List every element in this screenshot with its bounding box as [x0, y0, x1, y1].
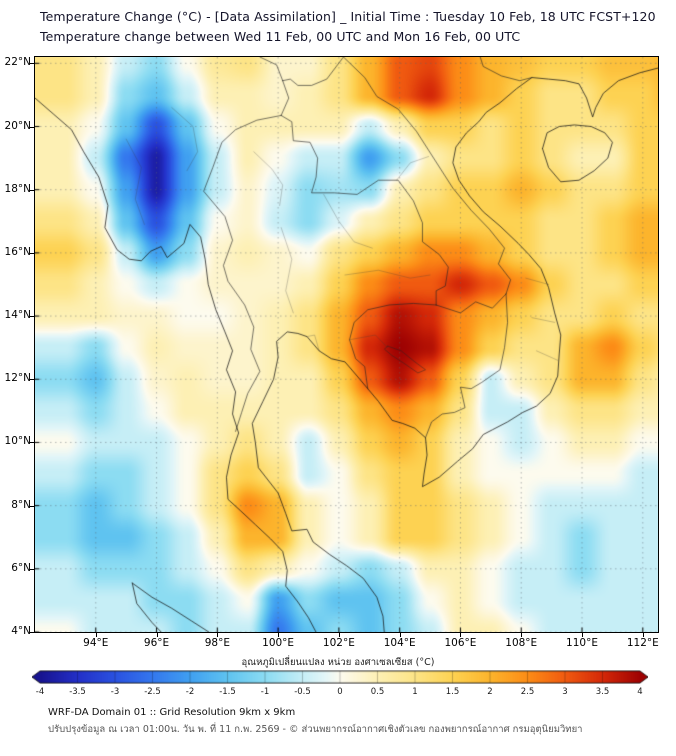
- y-tick-mark: [30, 126, 34, 128]
- x-tick-label: 102°E: [322, 637, 355, 649]
- x-tick-mark: [521, 633, 523, 637]
- x-tick-label: 98°E: [204, 637, 230, 649]
- colorbar-tick-label: 0.5: [370, 687, 385, 697]
- colorbar-tick-label: -4: [35, 687, 45, 697]
- y-tick-label: 6°N: [11, 561, 31, 574]
- colorbar-tick-label: 3.5: [595, 687, 610, 697]
- y-tick-mark: [30, 252, 34, 254]
- x-tick-label: 100°E: [262, 637, 295, 649]
- y-tick-label: 20°N: [4, 119, 31, 132]
- colorbar-tick-label: -0.5: [294, 687, 311, 697]
- colorbar-tick-label: 2.5: [520, 687, 535, 697]
- colorbar-tick-label: 4: [637, 687, 643, 697]
- y-tick-mark: [30, 316, 34, 318]
- colorbar-tick-label: -2: [185, 687, 195, 697]
- x-tick-mark: [582, 633, 584, 637]
- y-tick-mark: [30, 632, 34, 633]
- x-tick-mark: [217, 633, 219, 637]
- y-tick-label: 16°N: [4, 245, 31, 258]
- map-plot-area: [34, 56, 659, 633]
- x-tick-mark: [338, 633, 340, 637]
- x-tick-mark: [642, 633, 644, 637]
- colorbar: [32, 670, 648, 684]
- x-tick-label: 96°E: [143, 637, 170, 649]
- y-tick-mark: [30, 442, 34, 444]
- x-tick-label: 112°E: [626, 637, 659, 649]
- colorbar-title: อุณหภูมิเปลี่ยนแปลง หน่วย องศาเซลเซียส (…: [241, 657, 435, 668]
- y-tick-label: 22°N: [4, 56, 31, 69]
- y-tick-label: 10°N: [4, 435, 31, 448]
- x-tick-label: 94°E: [83, 637, 109, 649]
- map-title: Temperature Change (°C) - [Data Assimila…: [40, 9, 656, 24]
- y-tick-mark: [30, 189, 34, 191]
- y-tick-mark: [30, 568, 34, 570]
- x-tick-label: 106°E: [444, 637, 477, 649]
- y-tick-mark: [30, 379, 34, 381]
- colorbar-tick-label: 1: [412, 687, 418, 697]
- colorbar-tick-label: 2: [487, 687, 493, 697]
- colorbar-tick-label: 1.5: [445, 687, 460, 697]
- x-tick-mark: [95, 633, 97, 637]
- temperature-heatmap-canvas: [35, 57, 658, 632]
- y-tick-mark: [30, 505, 34, 507]
- footer-domain-info: WRF-DA Domain 01 :: Grid Resolution 9km …: [48, 707, 296, 718]
- map-subtitle: Temperature change between Wed 11 Feb, 0…: [40, 29, 521, 44]
- colorbar-tick-label: 0: [337, 687, 343, 697]
- x-tick-label: 108°E: [505, 637, 538, 649]
- colorbar-tick-label: 3: [562, 687, 568, 697]
- colorbar-tick-label: -3.5: [69, 687, 86, 697]
- y-tick-label: 14°N: [4, 309, 31, 322]
- x-tick-mark: [156, 633, 158, 637]
- colorbar-tick-label: -1: [260, 687, 270, 697]
- x-tick-mark: [460, 633, 462, 637]
- y-tick-mark: [30, 63, 34, 65]
- y-tick-label: 8°N: [11, 498, 31, 511]
- y-tick-label: 12°N: [4, 372, 31, 385]
- x-tick-mark: [399, 633, 401, 637]
- footer-update-info: ปรับปรุงข้อมูล ณ เวลา 01:00น. วัน พ. ที่…: [48, 724, 583, 735]
- x-tick-mark: [278, 633, 280, 637]
- colorbar-tick-label: -1.5: [219, 687, 236, 697]
- y-tick-label: 4°N: [11, 625, 31, 637]
- colorbar-tick-label: -2.5: [144, 687, 161, 697]
- colorbar-tick-label: -3: [110, 687, 120, 697]
- y-tick-label: 18°N: [4, 182, 31, 195]
- x-tick-label: 104°E: [383, 637, 416, 649]
- x-tick-label: 110°E: [566, 637, 598, 649]
